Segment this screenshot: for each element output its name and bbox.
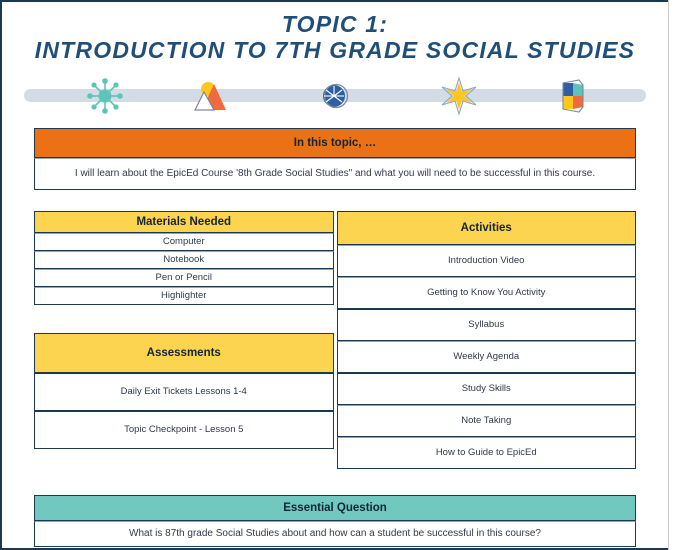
- activities-header: Activities: [336, 210, 636, 245]
- table-row: Study Skills: [336, 372, 636, 405]
- table-row: Highlighter: [34, 286, 334, 305]
- title-line-1: TOPIC 1:: [281, 11, 389, 37]
- starburst-icon: [437, 75, 481, 116]
- table-row: Note Taking: [336, 404, 636, 437]
- materials-needed-table: Materials Needed Computer Notebook Pen o…: [34, 210, 334, 305]
- in-this-topic-header: In this topic, …: [34, 127, 636, 158]
- table-row: How to Guide to EpicEd: [336, 436, 636, 469]
- table-row: Computer: [34, 232, 334, 251]
- globe-clock-icon: [313, 76, 357, 116]
- mountain-sun-icon: [189, 76, 233, 116]
- table-row: Getting to Know You Activity: [336, 276, 636, 309]
- topic-progress-bar: [24, 75, 646, 116]
- table-row: Notebook: [34, 250, 334, 269]
- table-row: Introduction Video: [336, 244, 636, 277]
- essential-question-header: Essential Question: [34, 494, 636, 521]
- table-row: Weekly Agenda: [336, 340, 636, 373]
- essential-question-body: What is 87th grade Social Studies about …: [34, 520, 636, 547]
- title-line-2: INTRODUCTION TO 7TH GRADE SOCIAL STUDIES: [34, 36, 636, 63]
- assessments-header: Assessments: [34, 332, 334, 373]
- assessments-table: Assessments Daily Exit Tickets Lessons 1…: [34, 332, 334, 449]
- table-row: Pen or Pencil: [34, 268, 334, 287]
- activities-table: Activities Introduction Video Getting to…: [336, 210, 636, 469]
- right-column: Activities Introduction Video Getting to…: [336, 210, 636, 469]
- molecule-icon: [83, 76, 127, 116]
- in-this-topic-body: I will learn about the EpicEd Course '8t…: [34, 157, 636, 190]
- table-row: Syllabus: [336, 308, 636, 341]
- table-row: Daily Exit Tickets Lessons 1-4: [34, 372, 334, 411]
- page-title: TOPIC 1: INTRODUCTION TO 7TH GRADE SOCIA…: [2, 2, 668, 64]
- content-columns: Materials Needed Computer Notebook Pen o…: [2, 210, 668, 469]
- table-row: Topic Checkpoint - Lesson 5: [34, 410, 334, 449]
- in-this-topic-card: In this topic, … I will learn about the …: [34, 127, 636, 190]
- page-right-gutter: [668, 0, 676, 550]
- materials-needed-header: Materials Needed: [34, 210, 334, 233]
- essential-question-card: Essential Question What is 87th grade So…: [34, 494, 636, 547]
- cube-icon: [549, 76, 593, 116]
- left-column: Materials Needed Computer Notebook Pen o…: [34, 210, 334, 449]
